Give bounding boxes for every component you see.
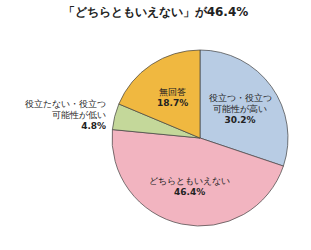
- data-label: 46.4%: [174, 187, 205, 197]
- pie-slice: [112, 130, 283, 226]
- chart-container: 「どちらともいえない」が46.4% 役立つ・役立つ可能性が高い30.2% どちらとも…: [0, 0, 311, 250]
- data-label: 4.8%: [81, 121, 106, 131]
- slice-label-line: 役立つ・役立つ: [209, 93, 272, 103]
- slice-label-line: 可能性が低い: [52, 110, 106, 120]
- title: 「どちらともいえない」が46.4%: [63, 5, 249, 19]
- slice-label: 無回答: [159, 87, 186, 97]
- slice-label-line: 役立たない・役立つ: [25, 99, 106, 109]
- labels: 役立つ・役立つ可能性が高い30.2% どちらともいえない46.4% 役立たない・役立…: [25, 87, 271, 197]
- pie-slice: [119, 50, 200, 138]
- data-label: 18.7%: [157, 98, 188, 108]
- data-label: 30.2%: [224, 115, 255, 125]
- slice-label: どちらともいえない: [149, 176, 230, 186]
- slice-label: 役立つ・役立つ可能性が高い: [209, 93, 272, 114]
- slices: [112, 50, 288, 226]
- slice-label-line: 可能性が高い: [213, 104, 267, 114]
- slice-label-line: 無回答: [159, 87, 186, 97]
- slice-label-line: どちらともいえない: [149, 176, 230, 186]
- chart: 「どちらともいえない」が46.4% 役立つ・役立つ可能性が高い30.2% どちらとも…: [0, 0, 311, 250]
- slice-label: 役立たない・役立つ可能性が低い: [25, 99, 106, 120]
